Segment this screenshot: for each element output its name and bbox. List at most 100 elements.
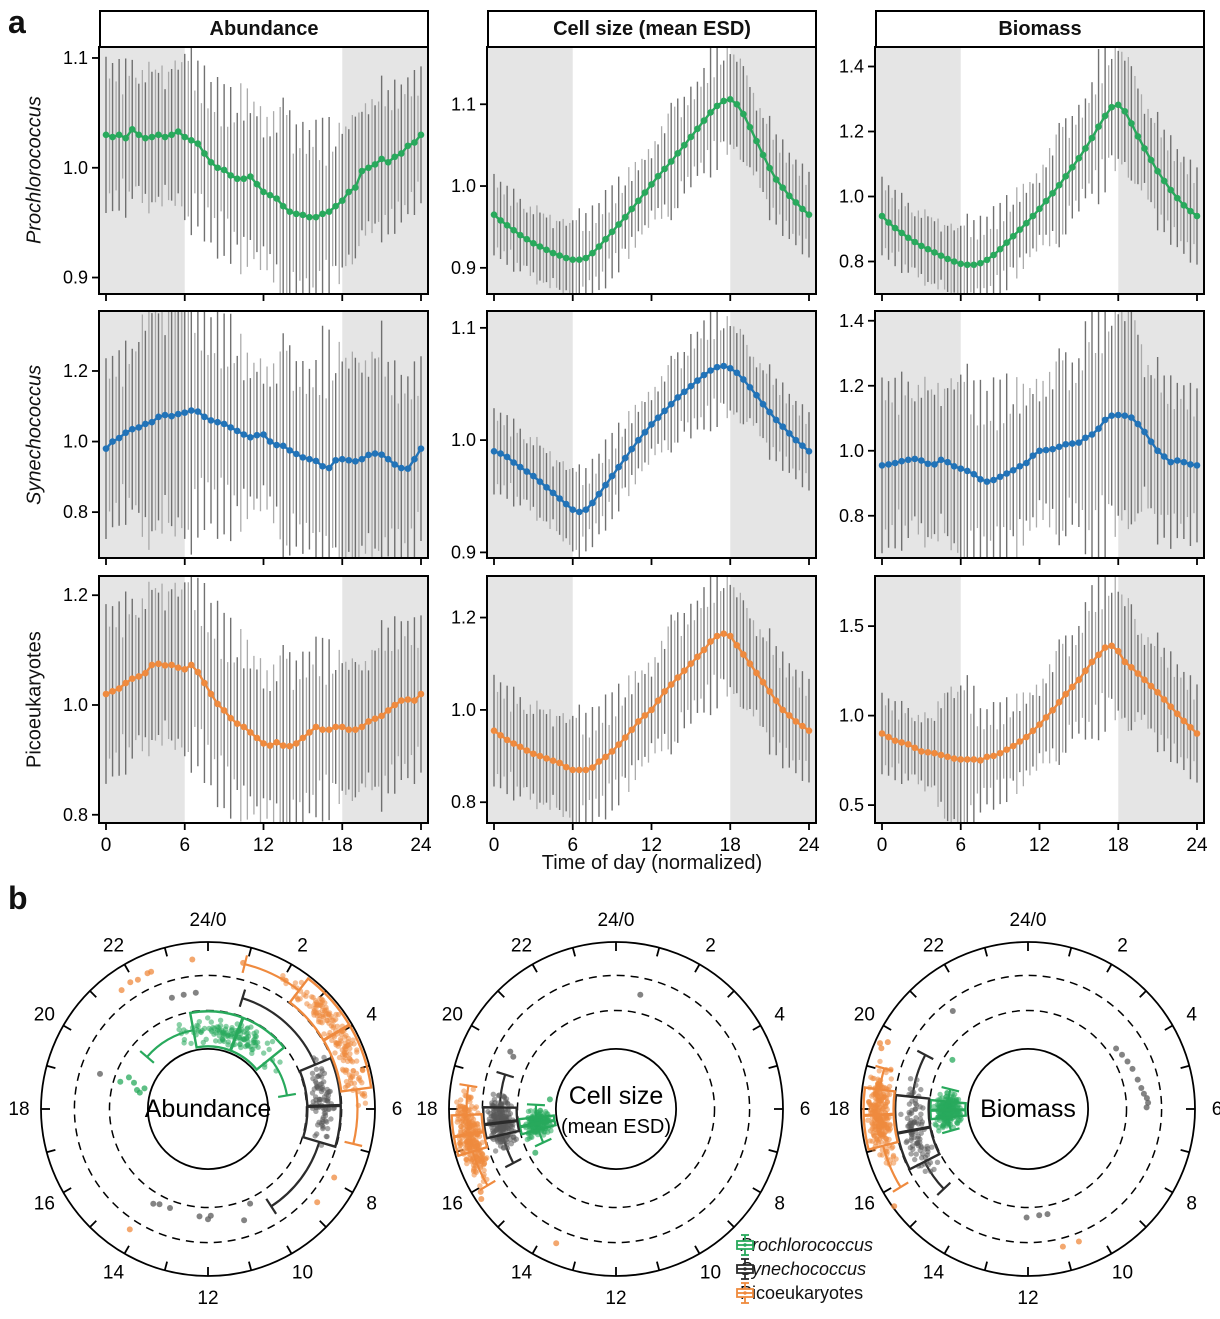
median-line [307, 1103, 341, 1108]
scatter-point [354, 1047, 360, 1053]
scatter-point [321, 1079, 327, 1085]
data-point [1121, 658, 1129, 666]
scatter-point [266, 1046, 272, 1053]
data-point [904, 740, 912, 748]
data-point [279, 742, 287, 749]
data-point [931, 749, 938, 757]
x-axis-title: Time of day (normalized) [541, 852, 763, 874]
data-point [338, 197, 346, 204]
y-tick-label: 1.1 [451, 94, 476, 114]
data-point [937, 751, 945, 759]
data-point [497, 731, 504, 739]
subplot-Prochlorococcus-0: 0.9 1.0 1.1 [63, 46, 429, 301]
data-point [338, 455, 346, 463]
box [450, 1113, 489, 1158]
data-point [1042, 446, 1050, 454]
data-point [918, 242, 925, 250]
clock-center-label: Biomass [980, 1095, 1076, 1123]
scatter-point [918, 1111, 924, 1117]
data-point [1160, 696, 1168, 703]
data-point [766, 408, 773, 416]
data-point [1114, 647, 1122, 655]
data-point [654, 414, 662, 421]
x-tick-label: 24 [798, 835, 820, 856]
stray-point [118, 987, 125, 994]
data-point [569, 256, 577, 263]
hour-label: 16 [34, 1194, 55, 1215]
scatter-point [313, 1066, 320, 1072]
data-point [181, 133, 189, 141]
data-point [214, 700, 221, 708]
data-point [102, 445, 110, 452]
stray-point [510, 1053, 517, 1060]
data-point [931, 249, 938, 256]
data-point [1009, 742, 1017, 750]
data-point [352, 184, 359, 191]
stray-point [1023, 1214, 1030, 1221]
clock-group-prochlorococcus [139, 1010, 297, 1099]
stray-point [126, 1226, 133, 1233]
column-title-cell-size-text: Cell size (mean ESD) [553, 17, 751, 40]
dashed-ring [481, 974, 751, 1244]
scatter-point [273, 1068, 279, 1074]
hour-tick [752, 1024, 762, 1031]
x-tick-label: 12 [1029, 835, 1050, 856]
data-point [602, 481, 609, 489]
hour-tick [983, 1261, 988, 1271]
x-tick-label: 24 [1186, 835, 1208, 856]
y-tick-label: 1.5 [839, 616, 864, 636]
data-point [273, 739, 280, 746]
clock-plot-2: 24/0 2 4 6 8 10 12 14 16 18 20 22 Biomass [828, 910, 1220, 1309]
data-point [918, 457, 925, 464]
scatter-point [883, 1128, 889, 1135]
data-point [181, 666, 189, 673]
data-point [681, 667, 688, 674]
scatter-point [528, 1108, 534, 1114]
data-point [365, 718, 372, 725]
clock-plot-0: 24/0 2 4 6 8 10 12 14 16 18 20 22 Abundance [8, 910, 402, 1309]
x-tick-label: 0 [101, 835, 112, 856]
stray-point [180, 991, 187, 998]
whisker-cap [504, 1157, 522, 1169]
clock-group-picoeukaryotes [450, 1083, 496, 1191]
data-point [102, 131, 110, 139]
data-point [1062, 690, 1070, 698]
scatter-point [297, 996, 303, 1002]
data-point [1029, 212, 1037, 220]
median-line [453, 1130, 484, 1139]
hour-tick [497, 1220, 505, 1228]
scatter-point [228, 1027, 234, 1034]
scatter-point [493, 1125, 500, 1132]
box [894, 1093, 942, 1171]
scatter-point [197, 1029, 204, 1035]
scatter-point [321, 1031, 327, 1037]
data-point [996, 749, 1004, 757]
data-point [319, 462, 326, 470]
scatter-point [208, 1019, 214, 1025]
data-point [1141, 676, 1148, 684]
scatter-point [489, 1100, 495, 1106]
data-point [148, 418, 156, 426]
scatter-point [314, 1131, 320, 1137]
scatter-point [511, 1137, 517, 1144]
data-point [155, 660, 162, 668]
column-title-biomass: Biomass [875, 10, 1205, 48]
data-point [358, 455, 366, 463]
data-point [1160, 453, 1168, 460]
scatter-point [504, 1124, 510, 1130]
data-point [681, 388, 688, 396]
data-point [944, 753, 951, 761]
data-point [391, 461, 399, 468]
data-point [931, 461, 938, 468]
data-point [286, 208, 294, 215]
scatter-point [884, 1099, 890, 1106]
data-point [950, 463, 958, 470]
data-point [700, 371, 708, 379]
scatter-point [922, 1168, 928, 1174]
data-point [549, 489, 557, 497]
data-point [1108, 103, 1115, 111]
data-point [648, 706, 655, 714]
data-point [687, 133, 695, 141]
whisker-arc [882, 1145, 902, 1188]
data-point [220, 420, 228, 428]
